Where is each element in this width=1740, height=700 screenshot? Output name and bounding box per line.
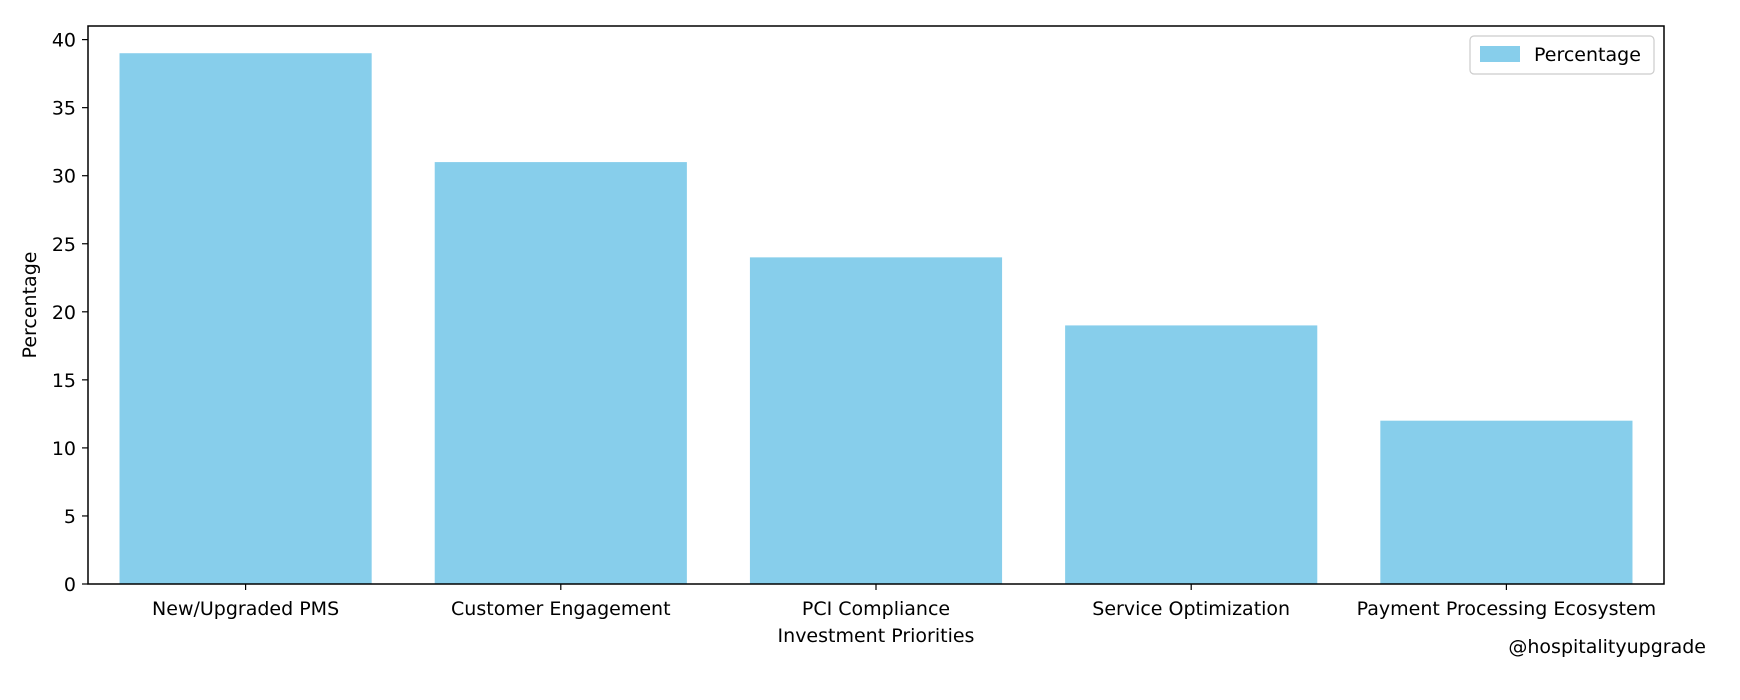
y-tick-label: 35 xyxy=(52,98,76,120)
x-tick-label: Service Optimization xyxy=(1092,598,1290,620)
y-tick-label: 40 xyxy=(52,30,76,52)
legend-swatch xyxy=(1480,46,1520,62)
y-tick-label: 25 xyxy=(52,234,76,256)
watermark-text: @hospitalityupgrade xyxy=(1508,636,1706,658)
bar xyxy=(1380,420,1633,584)
y-tick-label: 5 xyxy=(64,506,76,528)
y-tick-label: 0 xyxy=(64,574,76,596)
legend-label: Percentage xyxy=(1534,44,1641,66)
x-axis-label: Investment Priorities xyxy=(778,625,975,647)
x-axis-ticks: New/Upgraded PMS Customer Engagement PCI C… xyxy=(152,584,1656,620)
bar xyxy=(119,53,372,585)
legend: Percentage xyxy=(1469,35,1655,75)
x-tick-label: Customer Engagement xyxy=(451,598,671,620)
y-tick-label: 10 xyxy=(52,438,76,460)
y-tick-label: 30 xyxy=(52,166,76,188)
y-axis-label: Percentage xyxy=(19,252,41,359)
y-tick-label: 15 xyxy=(52,370,76,392)
bar xyxy=(434,162,687,584)
legend-box xyxy=(1469,35,1655,75)
y-axis-ticks: 0 5 10 15 20 25 30 35 40 xyxy=(52,30,88,596)
bar xyxy=(1065,325,1318,584)
y-tick-label: 20 xyxy=(52,302,76,324)
bar xyxy=(749,257,1003,584)
x-tick-label: New/Upgraded PMS xyxy=(152,598,339,620)
bars-group xyxy=(119,53,1633,585)
x-tick-label: PCI Compliance xyxy=(802,598,950,620)
x-tick-label: Payment Processing Ecosystem xyxy=(1357,598,1656,620)
